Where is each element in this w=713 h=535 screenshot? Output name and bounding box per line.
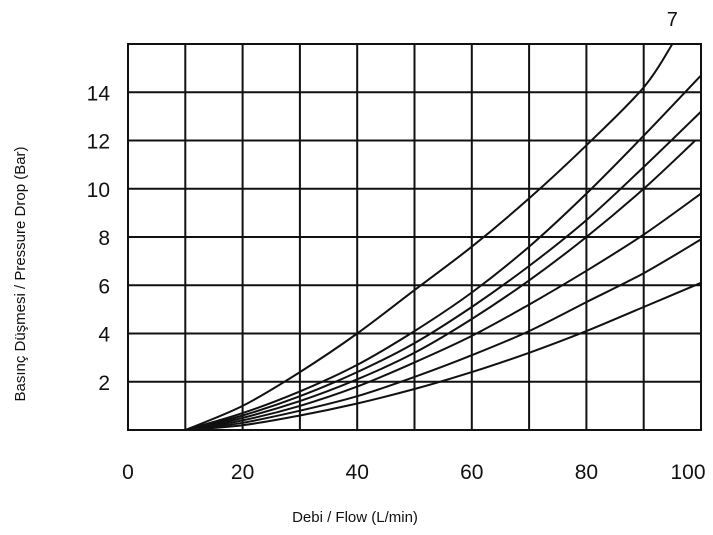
x-tick-labels: 0 20 40 60 80 100 <box>122 461 705 484</box>
y-tick-label: 6 <box>98 275 110 298</box>
x-tick-label: 20 <box>231 461 254 484</box>
curves <box>184 43 702 431</box>
x-tick-label: 0 <box>122 461 134 484</box>
x-tick-label: 60 <box>460 461 483 484</box>
series-line-6 <box>185 238 702 431</box>
series-label: 7 <box>667 9 678 31</box>
y-tick-label: 14 <box>87 82 111 105</box>
series-line-1 <box>184 43 674 431</box>
grid <box>128 44 701 430</box>
x-tick-label: 40 <box>346 461 369 484</box>
x-tick-label: 100 <box>670 461 705 484</box>
series-line-4 <box>185 139 696 431</box>
y-tick-label: 4 <box>98 324 110 347</box>
y-tick-label: 2 <box>98 372 110 395</box>
y-tick-label: 12 <box>87 131 110 154</box>
y-tick-label: 10 <box>87 179 110 202</box>
plot-frame <box>127 43 702 431</box>
series-line-7 <box>185 281 702 431</box>
x-tick-label: 80 <box>575 461 598 484</box>
y-axis-title: Basınç Düşmesi / Pressure Drop (Bar) <box>12 146 29 401</box>
x-axis-title: Debi / Flow (L/min) <box>292 509 418 526</box>
series-labels: 7 <box>667 9 678 31</box>
y-tick-labels: 2 4 6 8 10 12 14 <box>87 82 111 395</box>
series-line-5 <box>185 192 702 431</box>
y-tick-label: 8 <box>98 227 110 250</box>
series-line-2 <box>185 74 702 431</box>
series-line-3 <box>185 110 702 431</box>
